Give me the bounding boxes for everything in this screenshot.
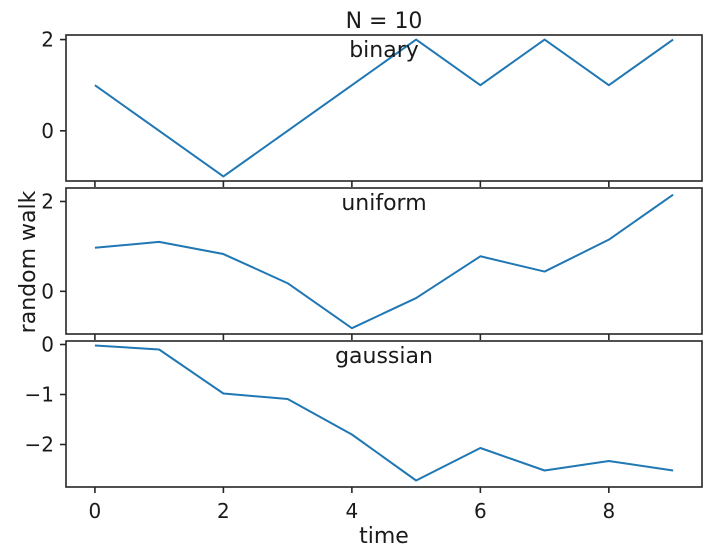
y-tick-label: 0 [41, 333, 54, 357]
panel-label: uniform [341, 191, 426, 216]
x-axis-label: time [359, 524, 409, 549]
x-tick-label: 6 [474, 499, 487, 523]
y-axis-label: random walk [16, 190, 41, 333]
series-line-binary [94, 38, 674, 178]
y-tick-label: 0 [41, 279, 54, 303]
panel-binary: 0 2 binary [41, 28, 703, 187]
panel-uniform: 0 2 uniform [41, 187, 703, 340]
y-tick-label: 2 [41, 28, 54, 52]
x-tick-label: 4 [346, 499, 359, 523]
panel-frame [65, 187, 703, 335]
panel-frame [65, 34, 703, 182]
y-tick-label: −1 [25, 383, 54, 407]
x-tick-label: 0 [89, 499, 102, 523]
panel-frame [65, 340, 703, 488]
panel-label: binary [349, 38, 419, 63]
y-tick-label: −2 [25, 433, 54, 457]
series-line-gaussian [94, 344, 674, 482]
y-tick-label: 0 [41, 119, 54, 143]
y-tick-label: 2 [41, 189, 54, 213]
panels: 0 2 binary 0 2 uniform 0 −1 −2 gaussian 0 2 4 6 8 [25, 28, 703, 523]
x-tick-label: 8 [602, 499, 615, 523]
x-tick-label: 2 [217, 499, 230, 523]
panel-label: gaussian [335, 344, 433, 369]
panel-gaussian: 0 −1 −2 gaussian [25, 333, 703, 493]
series-line-uniform [94, 193, 674, 330]
chart-title: N = 10 [346, 9, 423, 34]
